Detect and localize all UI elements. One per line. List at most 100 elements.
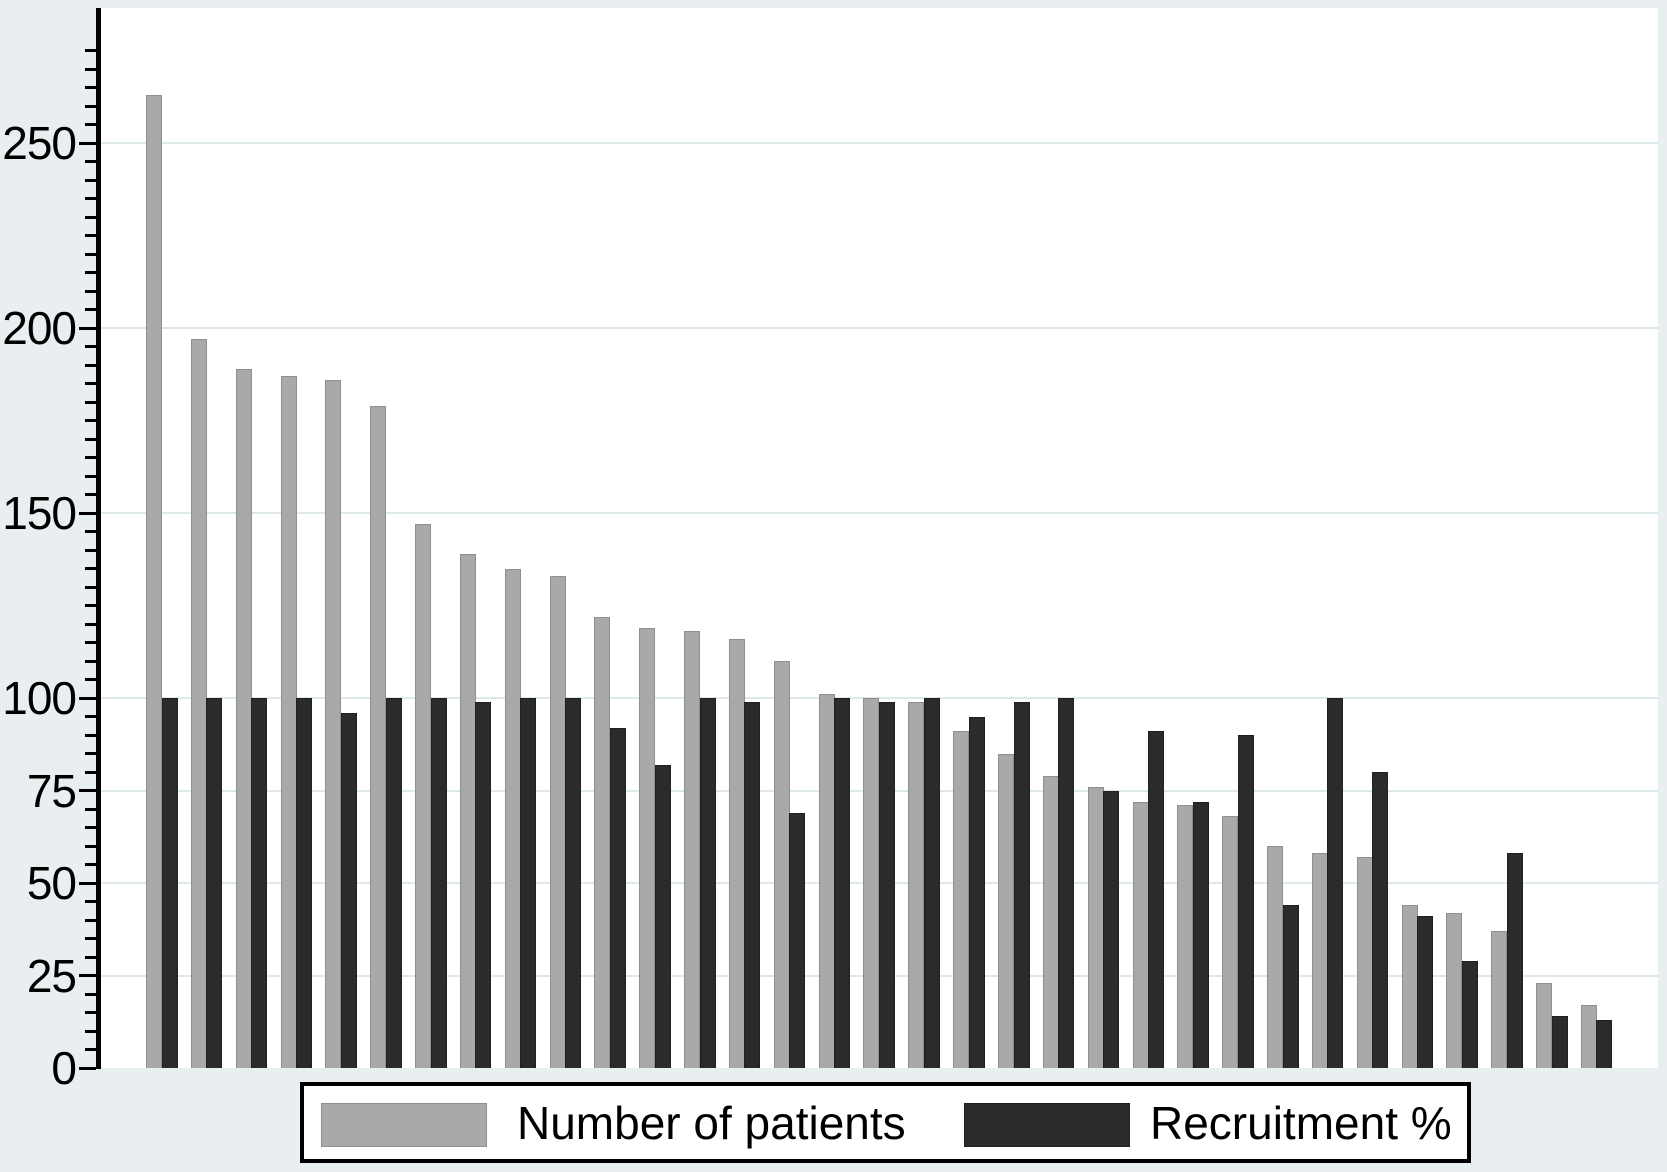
y-axis-minor-tick bbox=[85, 49, 96, 52]
patients-bar bbox=[459, 553, 476, 1068]
patients-bar bbox=[998, 753, 1014, 1068]
patients-bar bbox=[1401, 905, 1418, 1068]
y-axis-major-tick bbox=[79, 511, 96, 515]
recruitment-bar bbox=[1282, 905, 1299, 1068]
recruitment-bar bbox=[1148, 731, 1164, 1068]
y-axis-line bbox=[96, 8, 101, 1069]
recruitment-bar bbox=[1596, 1019, 1613, 1068]
y-axis-minor-tick bbox=[85, 382, 96, 385]
patients-bar bbox=[1580, 1005, 1597, 1068]
y-axis-minor-tick bbox=[85, 289, 96, 293]
y-axis-minor-tick bbox=[85, 271, 96, 274]
recruitment-bar bbox=[161, 698, 178, 1068]
recruitment-bar bbox=[1192, 801, 1209, 1068]
patients-bar bbox=[1311, 853, 1328, 1068]
y-axis-minor-tick bbox=[85, 493, 96, 496]
patients-bar bbox=[370, 405, 387, 1068]
recruitment-bar bbox=[654, 764, 671, 1068]
patients-legend-label: Number of patients bbox=[517, 1096, 906, 1149]
y-axis-label: 150 bbox=[2, 487, 77, 539]
patients-bar bbox=[684, 631, 701, 1068]
recruitment-bar bbox=[834, 698, 851, 1068]
y-axis-minor-tick bbox=[85, 918, 96, 922]
recruitment-bar bbox=[923, 698, 940, 1068]
patients-bar bbox=[146, 94, 162, 1068]
patients-legend-swatch bbox=[321, 1103, 487, 1147]
patients-bar bbox=[639, 627, 656, 1068]
recruitment-bar bbox=[609, 727, 626, 1068]
y-axis-label: 25 bbox=[26, 949, 77, 1002]
recruitment-bar bbox=[1058, 698, 1075, 1068]
recruitment-bar bbox=[1551, 1016, 1568, 1068]
recruitment-bar bbox=[340, 712, 357, 1068]
patients-bar bbox=[773, 661, 790, 1068]
patients-bar bbox=[549, 575, 566, 1068]
patients-bar bbox=[1491, 931, 1508, 1068]
y-axis-label: 200 bbox=[2, 302, 77, 354]
y-axis-label: 75 bbox=[26, 764, 77, 817]
recruitment-bar bbox=[1372, 772, 1389, 1068]
y-axis-minor-tick bbox=[85, 67, 96, 71]
y-axis-minor-tick bbox=[85, 807, 96, 811]
recruitment-bar bbox=[968, 716, 985, 1068]
recruitment-bar bbox=[475, 701, 492, 1068]
recruitment-bar bbox=[565, 698, 582, 1068]
patients-bar bbox=[1177, 805, 1194, 1068]
recruitment-bar bbox=[206, 698, 223, 1068]
patients-bar bbox=[1132, 801, 1149, 1068]
patients-bar bbox=[908, 701, 925, 1068]
y-axis-minor-tick bbox=[85, 659, 96, 663]
recruitment-bar bbox=[296, 698, 312, 1068]
y-axis-minor-tick bbox=[85, 400, 96, 404]
patients-bar bbox=[415, 524, 431, 1068]
y-axis-minor-tick bbox=[85, 456, 96, 459]
y-axis-major-tick bbox=[79, 789, 96, 792]
patients-bar bbox=[280, 376, 297, 1068]
recruitment-bar bbox=[1461, 960, 1478, 1068]
y-axis-major-tick bbox=[79, 696, 96, 700]
y-axis-major-tick bbox=[79, 141, 96, 145]
y-axis-minor-tick bbox=[85, 178, 96, 182]
y-axis-minor-tick bbox=[85, 215, 96, 219]
recruitment-bar bbox=[1417, 916, 1433, 1068]
patients-bar bbox=[728, 638, 745, 1068]
y-axis-minor-tick bbox=[85, 937, 96, 940]
patients-bar bbox=[863, 698, 880, 1068]
recruitment-bar bbox=[385, 698, 402, 1068]
recruitment-bar bbox=[1013, 701, 1030, 1068]
y-axis-minor-tick bbox=[85, 1029, 96, 1033]
patients-bar bbox=[1536, 982, 1552, 1068]
gridline bbox=[97, 327, 1658, 329]
patients-bar bbox=[235, 368, 252, 1068]
y-axis-label: 0 bbox=[51, 1042, 77, 1094]
patients-bar bbox=[1042, 775, 1059, 1068]
recruitment-bar bbox=[789, 812, 806, 1068]
patients-bar bbox=[504, 568, 521, 1068]
y-axis-major-tick bbox=[79, 974, 96, 977]
patients-bar bbox=[190, 339, 207, 1068]
y-axis-minor-tick bbox=[85, 437, 96, 441]
recruitment-legend-label: Recruitment % bbox=[1150, 1096, 1452, 1149]
y-axis-minor-tick bbox=[85, 604, 96, 607]
y-axis-minor-tick bbox=[85, 197, 96, 200]
y-axis-label: 250 bbox=[2, 117, 77, 169]
recruitment-bar bbox=[430, 698, 447, 1068]
y-axis-minor-tick bbox=[85, 123, 96, 126]
patients-bar bbox=[818, 694, 835, 1068]
patients-bar bbox=[1446, 912, 1463, 1068]
y-axis-minor-tick bbox=[85, 419, 96, 422]
y-axis-minor-tick bbox=[85, 104, 96, 108]
recruitment-bar bbox=[744, 701, 761, 1068]
recruitment-bar bbox=[1237, 735, 1254, 1068]
y-axis-minor-tick bbox=[85, 1048, 96, 1051]
recruitment-bar bbox=[699, 698, 716, 1068]
y-axis-minor-tick bbox=[85, 678, 96, 681]
y-axis-minor-tick bbox=[85, 345, 96, 348]
y-axis-minor-tick bbox=[85, 160, 96, 163]
y-axis-major-tick bbox=[79, 881, 96, 885]
y-axis-label: 50 bbox=[26, 857, 77, 909]
y-axis-minor-tick bbox=[85, 826, 96, 829]
y-axis-minor-tick bbox=[85, 363, 96, 367]
recruitment-bar bbox=[1103, 790, 1120, 1068]
